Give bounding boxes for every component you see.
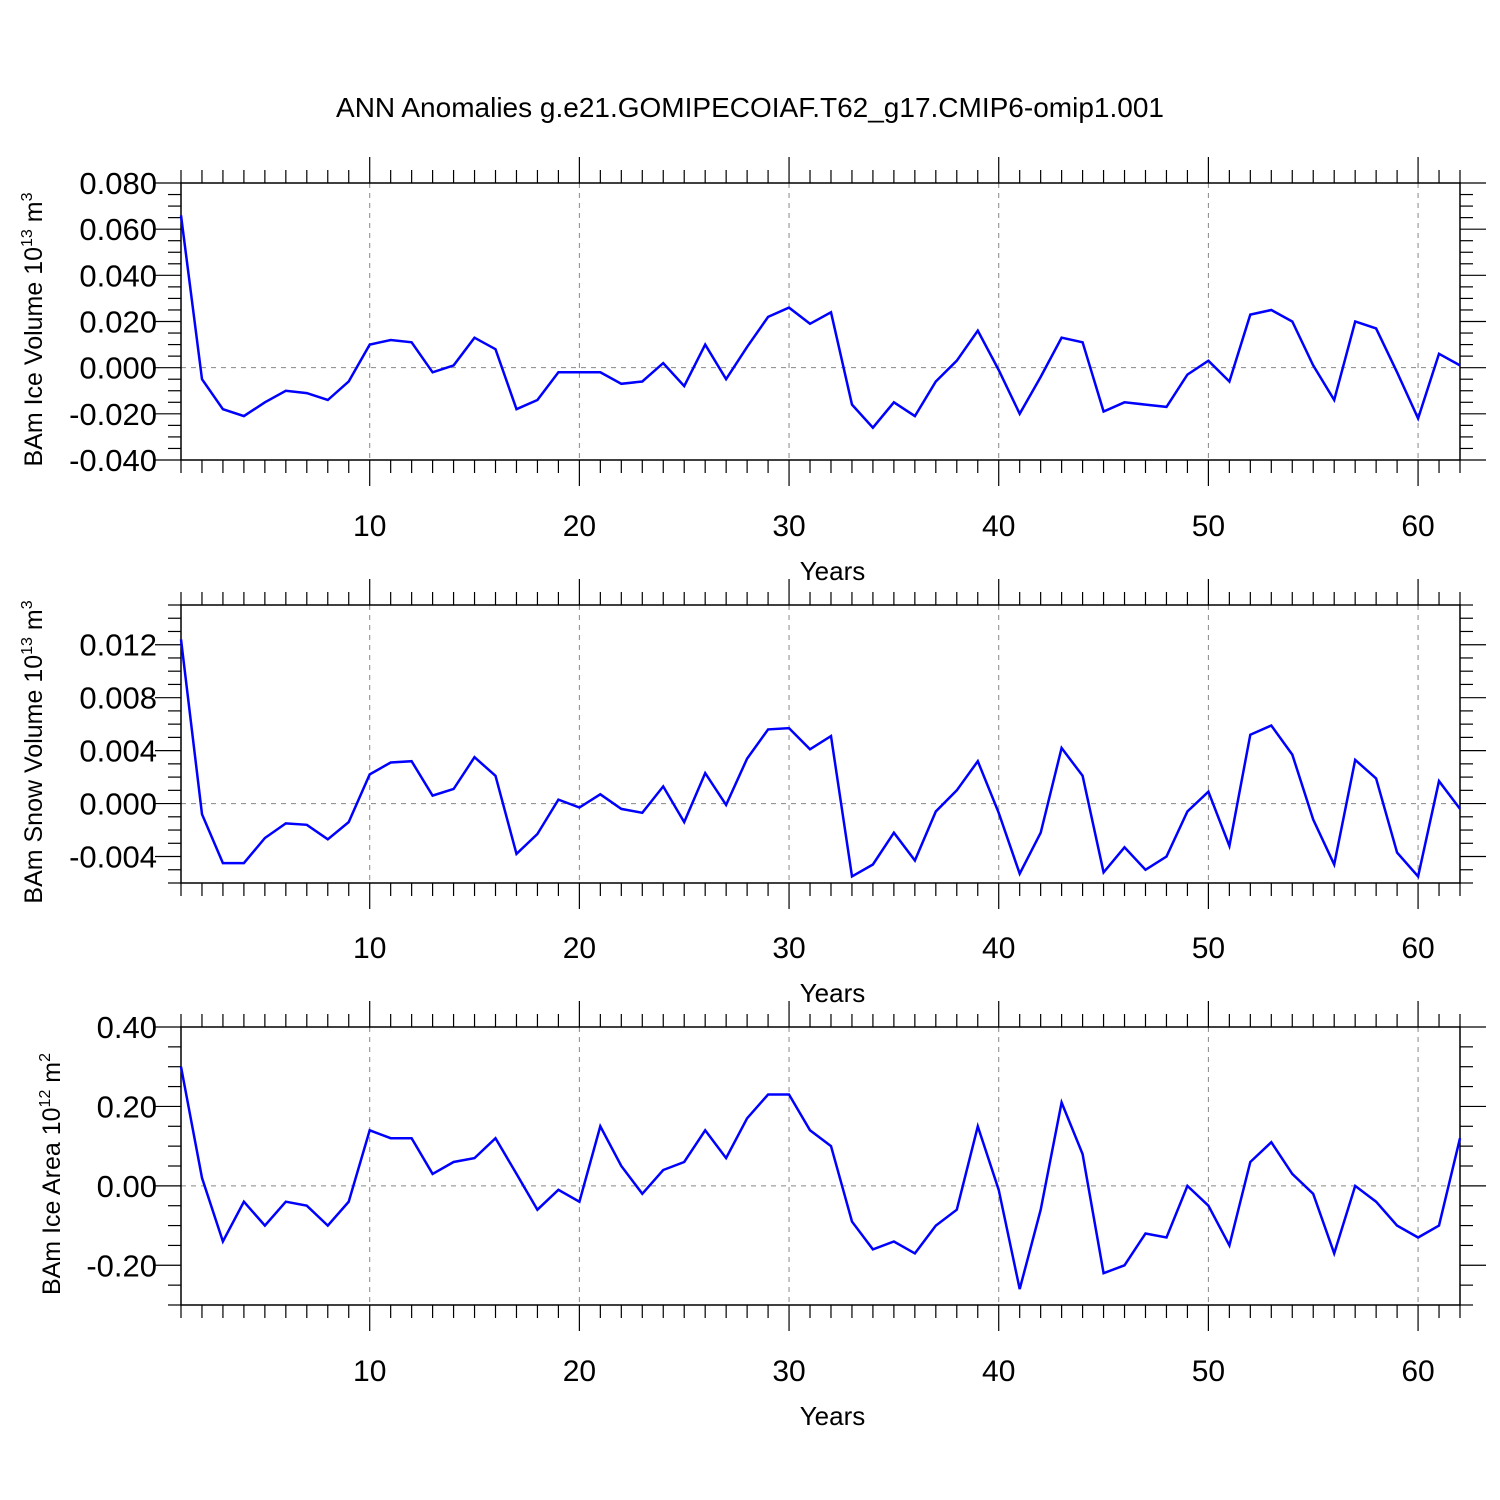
y-tick-label: 0.020 — [79, 305, 157, 340]
y-tick-label: 0.004 — [79, 734, 157, 769]
series-line — [179, 639, 1461, 880]
x-tick-label: 40 — [982, 510, 1015, 543]
x-tick-label: 60 — [1401, 510, 1434, 543]
y-tick-label: 0.060 — [79, 212, 157, 247]
x-tick-label: 40 — [982, 1355, 1015, 1388]
x-tick-label: 30 — [772, 932, 805, 965]
x-tick-label: 20 — [563, 1355, 596, 1388]
y-axis-label: BAm Snow Volume 1013 m3 — [19, 600, 48, 903]
x-tick-label: 10 — [353, 932, 386, 965]
series-line — [179, 1066, 1462, 1290]
y-tick-label: -0.040 — [69, 443, 157, 478]
x-tick-label: 50 — [1192, 1355, 1225, 1388]
page-title: ANN Anomalies g.e21.GOMIPECOIAF.T62_g17.… — [336, 92, 1164, 123]
x-tick-label: 30 — [772, 1355, 805, 1388]
x-tick-label: 50 — [1192, 510, 1225, 543]
x-tick-label: 10 — [353, 510, 386, 543]
y-tick-label: -0.20 — [86, 1248, 157, 1283]
y-tick-label: 0.040 — [79, 258, 157, 293]
y-tick-label: 0.012 — [79, 628, 157, 663]
chart-panel-1: 10 20 30 40 50 60 Years 0.080 0.060 0.040 0.020 0.0… — [19, 157, 1486, 586]
x-axis-label: Years — [800, 556, 866, 586]
y-tick-label: 0.00 — [97, 1169, 157, 1204]
x-tick-label: 60 — [1401, 1355, 1434, 1388]
plot-frame — [180, 604, 1461, 884]
y-tick-label: -0.020 — [69, 397, 157, 432]
y-axis-label: BAm Ice Area 1012 m2 — [37, 1053, 66, 1295]
y-tick-label: 0.000 — [79, 351, 157, 386]
plot-frame — [180, 1026, 1461, 1306]
series-line — [179, 215, 1461, 430]
plot-frame — [180, 182, 1461, 461]
y-tick-label: 0.008 — [79, 681, 157, 716]
x-tick-label: 20 — [563, 510, 596, 543]
x-tick-label: 40 — [982, 932, 1015, 965]
y-tick-label: 0.40 — [97, 1010, 157, 1045]
x-tick-label: 50 — [1192, 932, 1225, 965]
x-tick-label: 60 — [1401, 932, 1434, 965]
x-tick-label: 20 — [563, 932, 596, 965]
y-axis-label: BAm Ice Volume 1013 m3 — [19, 192, 48, 466]
chart-panel-2: 10 20 30 40 50 60 Years 0.012 0.008 0.004 0.000 -0.… — [19, 579, 1486, 1008]
y-tick-label: 0.20 — [97, 1089, 157, 1124]
x-axis-label: Years — [800, 1401, 866, 1431]
y-tick-label: -0.004 — [69, 840, 157, 875]
x-tick-label: 30 — [772, 510, 805, 543]
y-tick-label: 0.080 — [79, 166, 157, 201]
x-tick-label: 10 — [353, 1355, 386, 1388]
chart-panel-3: 10 20 30 40 50 60 Years 0.40 0.20 0.00 -0.20 BAm Ic… — [37, 1001, 1486, 1431]
y-tick-label: 0.000 — [79, 787, 157, 822]
x-axis-label: Years — [800, 978, 866, 1008]
